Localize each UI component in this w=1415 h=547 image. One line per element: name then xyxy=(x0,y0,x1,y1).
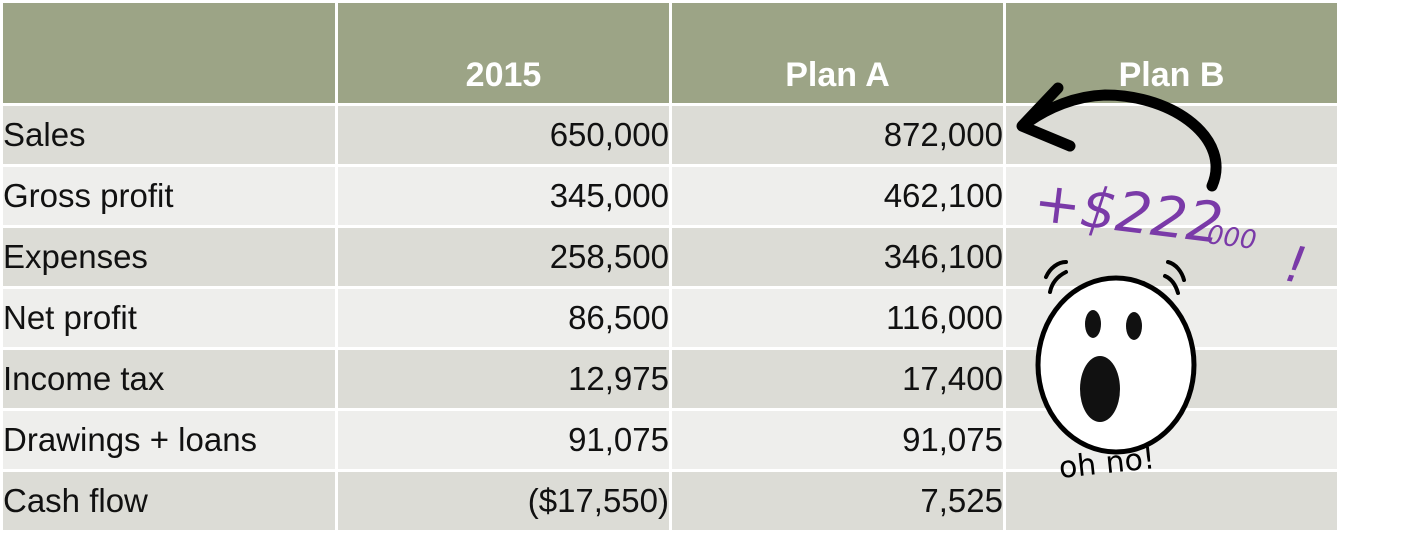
value-plan-b xyxy=(1006,289,1337,347)
value-plan-b xyxy=(1006,350,1337,408)
value-plan-a: 116,000 xyxy=(672,289,1003,347)
value-2015-negative: ($17,550) xyxy=(338,472,669,530)
header-plan-b: Plan B xyxy=(1006,3,1337,103)
row-label: Income tax xyxy=(3,350,335,408)
row-label: Expenses xyxy=(3,228,335,286)
header-plan-a: Plan A xyxy=(672,3,1003,103)
value-2015: 258,500 xyxy=(338,228,669,286)
value-plan-a: 346,100 xyxy=(672,228,1003,286)
header-row: 2015 Plan A Plan B xyxy=(3,3,1337,103)
value-2015: 86,500 xyxy=(338,289,669,347)
value-2015: 345,000 xyxy=(338,167,669,225)
value-plan-a: 17,400 xyxy=(672,350,1003,408)
table-row: Drawings + loans 91,075 91,075 xyxy=(3,411,1337,469)
value-2015: 650,000 xyxy=(338,106,669,164)
table-row: Expenses 258,500 346,100 xyxy=(3,228,1337,286)
value-plan-b xyxy=(1006,472,1337,530)
table-row: Cash flow ($17,550) 7,525 xyxy=(3,472,1337,530)
value-2015: 91,075 xyxy=(338,411,669,469)
value-2015: 12,975 xyxy=(338,350,669,408)
table-row: Gross profit 345,000 462,100 xyxy=(3,167,1337,225)
table-row: Income tax 12,975 17,400 xyxy=(3,350,1337,408)
header-empty-cell xyxy=(3,3,335,103)
row-label: Drawings + loans xyxy=(3,411,335,469)
value-plan-b xyxy=(1006,411,1337,469)
value-plan-b xyxy=(1006,228,1337,286)
value-plan-b xyxy=(1006,106,1337,164)
row-label: Gross profit xyxy=(3,167,335,225)
financial-table: 2015 Plan A Plan B Sales 650,000 872,000… xyxy=(3,3,1337,530)
table-row: Sales 650,000 872,000 xyxy=(3,106,1337,164)
row-label: Cash flow xyxy=(3,472,335,530)
value-plan-a: 91,075 xyxy=(672,411,1003,469)
table-row: Net profit 86,500 116,000 xyxy=(3,289,1337,347)
value-plan-a: 462,100 xyxy=(672,167,1003,225)
row-label: Net profit xyxy=(3,289,335,347)
header-2015: 2015 xyxy=(338,3,669,103)
value-plan-a: 872,000 xyxy=(672,106,1003,164)
value-plan-a: 7,525 xyxy=(672,472,1003,530)
value-plan-b xyxy=(1006,167,1337,225)
row-label: Sales xyxy=(3,106,335,164)
